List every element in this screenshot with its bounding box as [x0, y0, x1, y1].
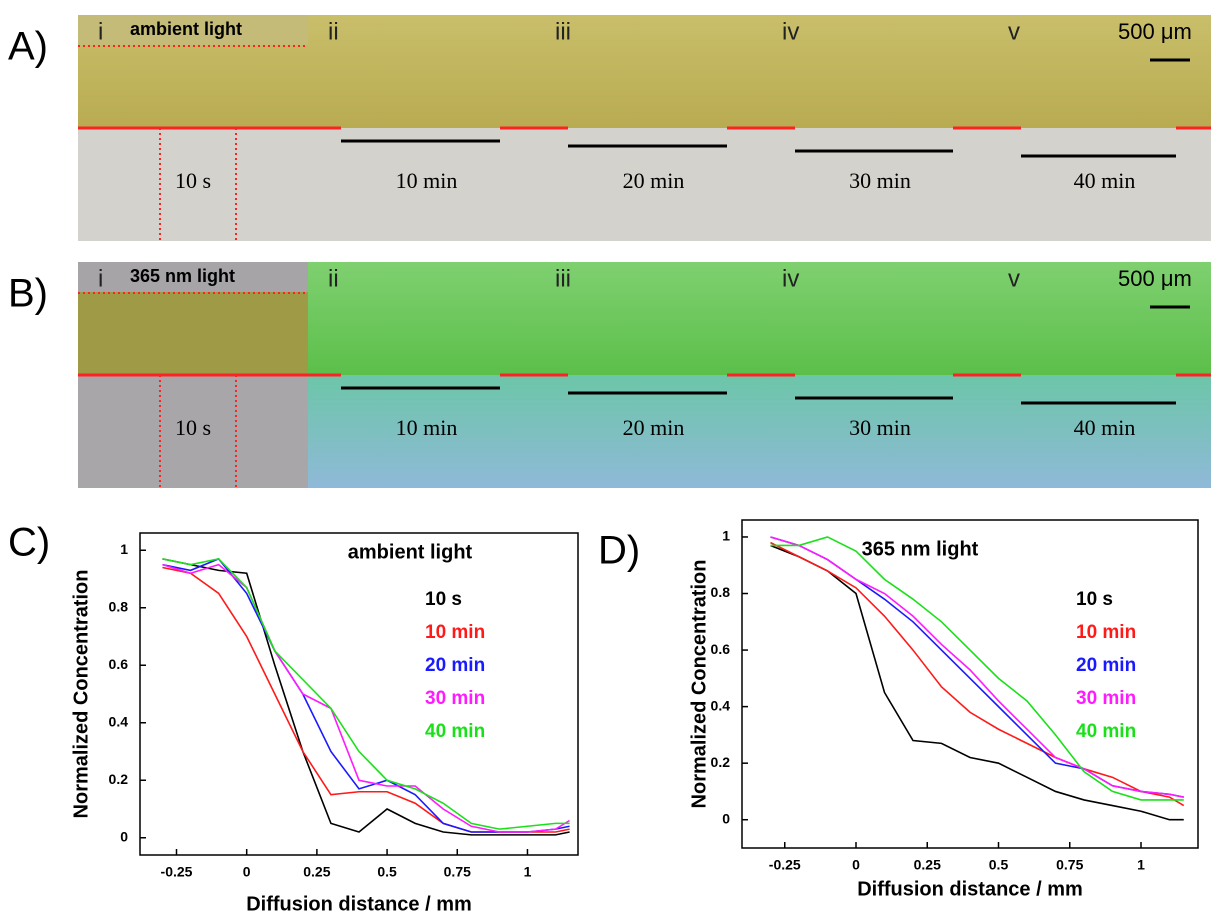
- photo-bottom: [78, 128, 308, 241]
- x-tick-label: 0: [852, 857, 860, 873]
- photo-bottom: [762, 375, 988, 488]
- photo-top: [988, 262, 1211, 375]
- chart-title: ambient light: [348, 541, 473, 563]
- x-tick-label: 1: [1137, 857, 1145, 873]
- x-axis-title: Diffusion distance / mm: [246, 893, 472, 915]
- panel-numeral: iii: [555, 265, 571, 292]
- panel-numeral: i: [98, 265, 103, 292]
- y-axis-title: Normalized Concentration: [70, 570, 92, 819]
- photo-top: [308, 15, 535, 128]
- panel-label: C): [8, 521, 50, 565]
- time-label: 10 s: [175, 415, 211, 440]
- legend-label: 30 min: [1076, 688, 1136, 709]
- x-tick-label: 0.75: [444, 864, 471, 880]
- light-label: 365 nm light: [130, 266, 235, 286]
- legend-label: 30 min: [425, 688, 485, 709]
- y-tick-label: 0: [722, 810, 730, 826]
- x-tick-label: 0: [243, 864, 251, 880]
- x-tick-label: 0.75: [1056, 857, 1083, 873]
- panel-label: D): [598, 529, 640, 573]
- photo-bottom: [988, 375, 1211, 488]
- x-tick-label: 0.5: [377, 864, 397, 880]
- charts: C) 0 0.2 0.4 0.6 0.8 1 -0.25 0 0.25 0.5 0.75 1 Diffus…: [8, 519, 1199, 915]
- legend-label: 20 min: [425, 655, 485, 676]
- panel-numeral: v: [1008, 265, 1020, 292]
- photo-top: [988, 15, 1211, 128]
- series-line: [770, 544, 1184, 821]
- y-tick-label: 0.2: [711, 754, 731, 770]
- scale-label: 500 μm: [1118, 19, 1192, 44]
- photo-bottom: [78, 375, 308, 488]
- y-tick-label: 0.6: [711, 641, 731, 657]
- plot-frame: [139, 532, 579, 856]
- panel-numeral: i: [98, 18, 103, 45]
- y-tick-label: 1: [722, 528, 730, 544]
- x-tick-label: 0.5: [989, 857, 1009, 873]
- series-line: [770, 536, 1184, 798]
- photo-bottom: [308, 128, 535, 241]
- panel-numeral: ii: [328, 265, 339, 292]
- y-tick-label: 0.8: [109, 598, 129, 614]
- time-label: 30 min: [849, 415, 911, 440]
- panel-numeral: ii: [328, 18, 339, 45]
- scale-label: 500 μm: [1118, 266, 1192, 291]
- panel-numeral: iv: [782, 265, 799, 292]
- panel-numeral: iv: [782, 18, 799, 45]
- photo-bottom: [988, 128, 1211, 241]
- time-label: 20 min: [623, 415, 685, 440]
- y-tick-label: 0.4: [711, 697, 731, 713]
- legend-label: 10 s: [1076, 589, 1113, 610]
- legend-label: 40 min: [425, 721, 485, 742]
- panel-numeral: v: [1008, 18, 1020, 45]
- x-tick-label: -0.25: [161, 864, 193, 880]
- y-tick-label: 0.6: [109, 656, 129, 672]
- photo-top: [535, 262, 762, 375]
- y-tick-label: 0: [120, 828, 128, 844]
- x-axis-title: Diffusion distance / mm: [857, 878, 1083, 900]
- x-tick-label: 0.25: [914, 857, 941, 873]
- x-tick-label: -0.25: [769, 857, 801, 873]
- photo-bottom: [762, 128, 988, 241]
- legend-label: 10 min: [425, 622, 485, 643]
- time-label: 40 min: [1074, 415, 1136, 440]
- series-line: [770, 536, 1184, 801]
- panel-numeral: iii: [555, 18, 571, 45]
- legend-label: 40 min: [1076, 721, 1136, 742]
- series-line: [162, 563, 570, 833]
- panel-label: A): [8, 25, 48, 69]
- time-label: 30 min: [849, 168, 911, 193]
- series-line: [162, 558, 570, 830]
- chart-title: 365 nm light: [862, 538, 979, 560]
- photo-top: [308, 262, 535, 375]
- legend-label: 20 min: [1076, 655, 1136, 676]
- series-line: [770, 541, 1185, 807]
- time-label: 10 s: [175, 168, 211, 193]
- plot-frame: [741, 519, 1199, 849]
- legend-label: 10 s: [425, 589, 462, 610]
- x-tick-label: 0.25: [303, 864, 330, 880]
- time-label: 10 min: [396, 415, 458, 440]
- photo-top: [535, 15, 762, 128]
- legend-label: 10 min: [1076, 622, 1136, 643]
- panel-label: B): [8, 272, 48, 316]
- x-tick-label: 1: [524, 864, 532, 880]
- y-axis-title: Normalized Concentration: [688, 560, 710, 809]
- time-label: 10 min: [396, 168, 458, 193]
- y-tick-label: 0.2: [109, 771, 129, 787]
- y-tick-label: 0.8: [711, 584, 731, 600]
- photo-top: [762, 262, 988, 375]
- y-tick-label: 0.4: [109, 713, 129, 729]
- time-label: 40 min: [1074, 168, 1136, 193]
- light-label: ambient light: [130, 19, 242, 39]
- series-line: [162, 558, 570, 836]
- time-label: 20 min: [623, 168, 685, 193]
- photo-bottom: [308, 375, 535, 488]
- series-line: [162, 566, 570, 833]
- header-strip: [78, 262, 308, 292]
- header-strip: [78, 15, 308, 45]
- y-tick-label: 1: [120, 541, 128, 557]
- photo-top: [762, 15, 988, 128]
